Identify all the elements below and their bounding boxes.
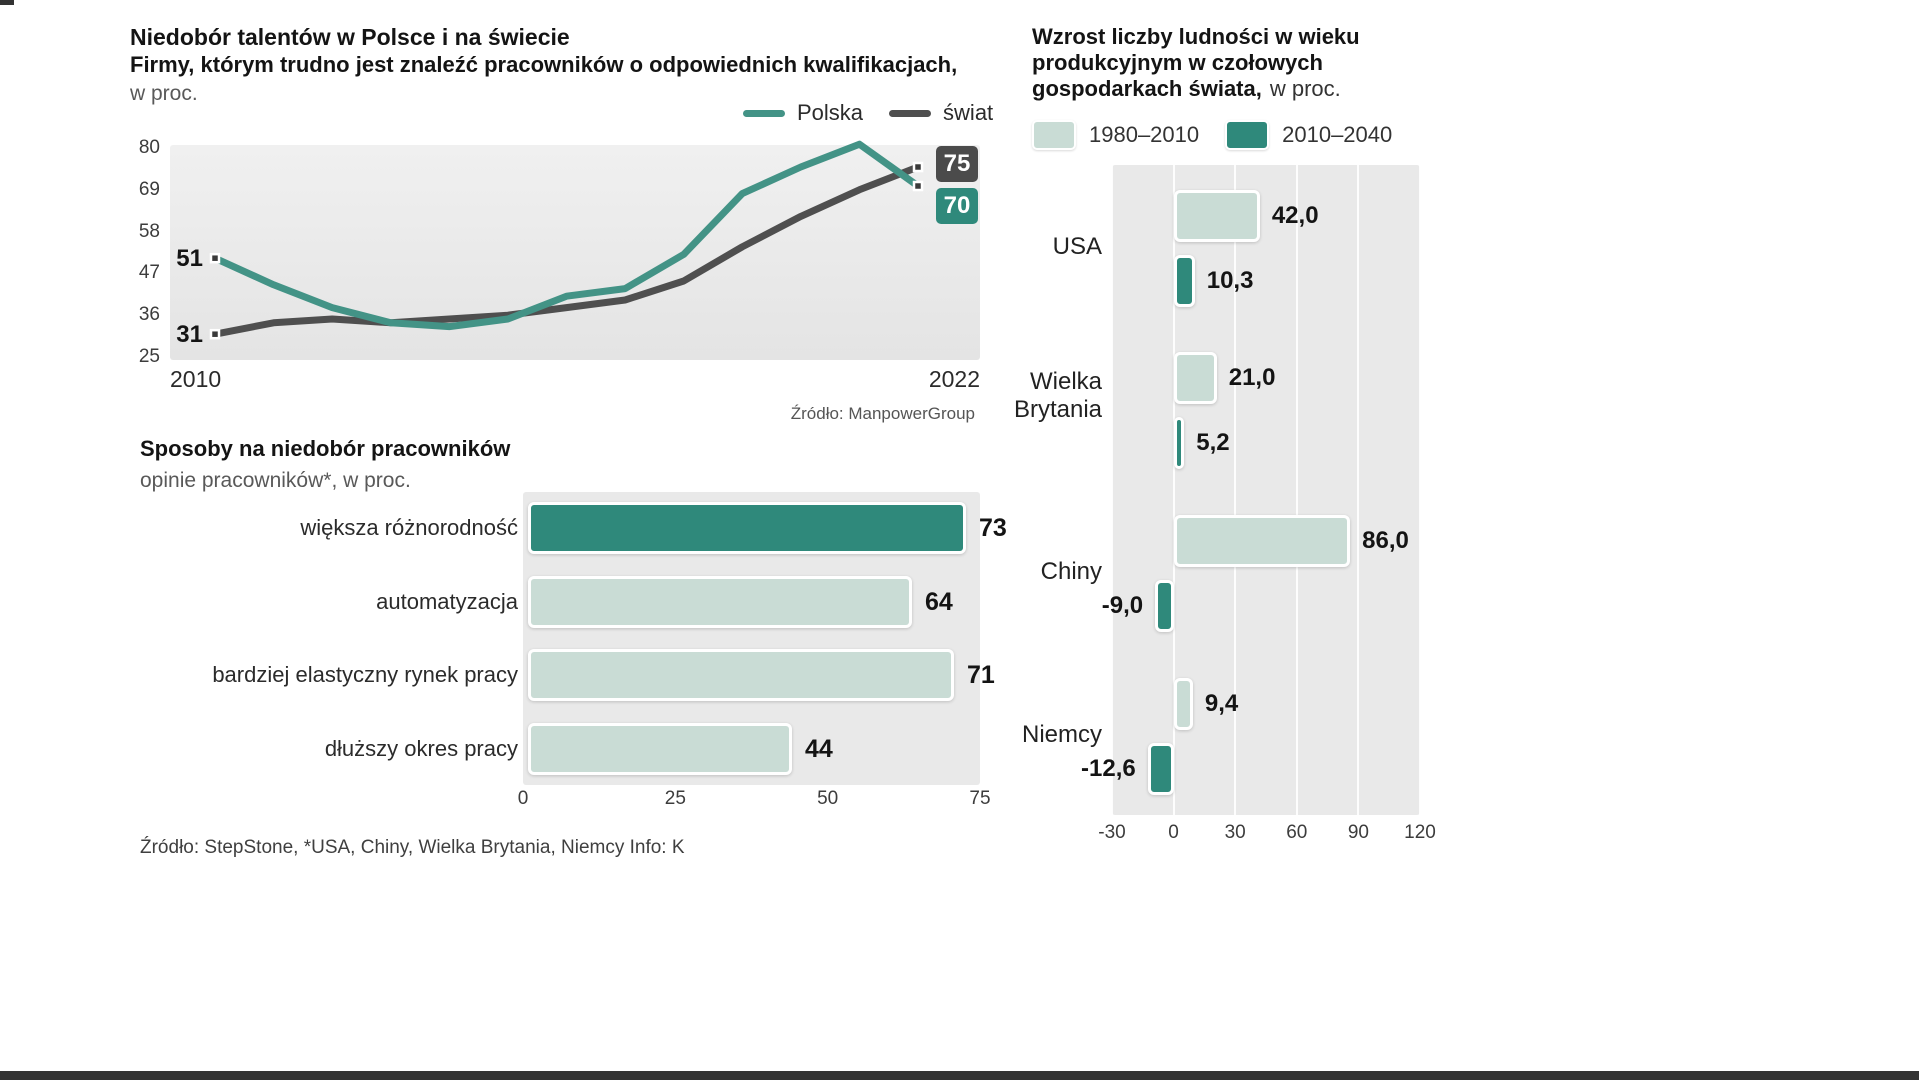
workforce-unit-label: w proc. <box>1269 76 1341 101</box>
bar-wielka-brytania-1980-2010 <box>1173 352 1217 404</box>
workforce-legend: 1980–2010 2010–2040 <box>1032 120 1392 150</box>
gridline <box>1295 165 1298 815</box>
workforce-title-line-2: produkcyjnym w czołowych <box>1032 50 1323 75</box>
x-axis-tick: 50 <box>817 788 839 809</box>
x-axis-tick: 0 <box>517 788 529 809</box>
legend-polska-label: Polska <box>797 100 864 125</box>
gridline <box>1234 165 1237 815</box>
talent-title: Niedobór talentów w Polsce i na świecie <box>130 24 570 50</box>
category-label-automatyzacja: automatyzacja <box>376 589 518 614</box>
workforce-title-line-3: gospodarkach świata, w proc. <box>1032 76 1341 102</box>
x-axis-tick: 75 <box>969 788 991 809</box>
y-axis-tick: 36 <box>138 304 160 326</box>
value-chiny-1980-2010: 86,0 <box>1362 527 1409 554</box>
remedies-source: Źródło: StepStone, *USA, Chiny, Wielka B… <box>140 837 685 858</box>
x-axis-tick: 60 <box>1286 822 1308 843</box>
country-label-chiny: Chiny <box>1040 558 1102 585</box>
bar-dluzszy-okres <box>528 723 792 775</box>
value-wielka-brytania-1980-2010: 21,0 <box>1228 364 1276 391</box>
talent-unit-label: w proc. <box>130 82 198 105</box>
x-axis-tick: 30 <box>1224 822 1246 843</box>
data-point-marker <box>209 328 221 340</box>
x-axis-tick: 0 <box>1168 822 1179 843</box>
country-label-wielka-brytania: Wielka Brytania <box>1013 368 1102 423</box>
gridline <box>1357 165 1360 815</box>
bar-elastyczny-rynek <box>528 649 954 701</box>
line-świat <box>211 163 922 338</box>
bar-wielka-brytania-2010-2040 <box>1173 417 1185 469</box>
country-label-usa: USA <box>1052 233 1102 260</box>
value-niemcy-1980-2010: 9,4 <box>1204 690 1239 717</box>
x-axis-tick: 120 <box>1404 822 1436 843</box>
value-usa-1980-2010: 42,0 <box>1271 202 1319 229</box>
legend-label-1980-2010: 1980–2010 <box>1089 122 1200 147</box>
workforce-plot-area: 42,0 10,3 21,0 5,2 86,0 -9,0 9,4 -12,6 -… <box>1081 165 1436 843</box>
bar-chiny-1980-2010 <box>1173 515 1351 567</box>
line-Polska <box>211 140 922 331</box>
workforce-title-bold: gospodarkach świata, <box>1032 76 1262 101</box>
corner-mark <box>0 0 14 5</box>
category-label-elastyczny-rynek: bardziej elastyczny rynek pracy <box>212 662 518 687</box>
value-niemcy-2010-2040: -12,6 <box>1081 755 1136 782</box>
x-axis-label-2010: 2010 <box>170 366 222 392</box>
legend-swiat-label: świat <box>943 100 994 125</box>
bar-wieksza-roznorodnosc <box>528 502 966 554</box>
gridline <box>1111 165 1113 815</box>
value-usa-2010-2040: 10,3 <box>1206 267 1254 294</box>
data-point-marker <box>912 180 924 192</box>
remedies-title: Sposoby na niedobór pracowników <box>140 436 511 461</box>
remedies-plot-area: 73 64 71 44 0 25 50 75 <box>518 492 1007 809</box>
talent-source: Źródło: ManpowerGroup <box>790 404 975 423</box>
y-axis-tick: 69 <box>138 178 160 200</box>
legend-swatch-1980-2010 <box>1032 120 1076 150</box>
x-axis-label-2022: 2022 <box>928 366 980 392</box>
bar-niemcy-1980-2010 <box>1173 678 1193 730</box>
polska-line-swatch <box>743 109 785 117</box>
bar-usa-2010-2040 <box>1173 255 1195 307</box>
bottom-divider-bar <box>0 1071 1919 1080</box>
swiat-end-value-badge: 75 <box>936 146 978 182</box>
workforce-title-line-1: Wzrost liczby ludności w wieku <box>1032 24 1360 49</box>
talent-line-svg <box>209 140 924 340</box>
data-point-marker <box>209 252 221 264</box>
category-label-dluzszy-okres: dłuższy okres pracy <box>324 736 518 761</box>
remedies-subtitle: opinie pracowników*, w proc. <box>140 469 411 492</box>
bar-chiny-2010-2040 <box>1155 580 1174 632</box>
gridline <box>1419 165 1421 815</box>
x-axis-tick: 90 <box>1347 822 1369 843</box>
bar-value: 44 <box>805 735 833 763</box>
category-label-wieksza-roznorodnosc: większa różnorodność <box>300 515 518 540</box>
x-axis-tick: 25 <box>664 788 686 809</box>
polska-start-value: 51 <box>176 245 203 272</box>
value-wielka-brytania-2010-2040: 5,2 <box>1196 429 1230 456</box>
value-chiny-2010-2040: -9,0 <box>1101 592 1144 619</box>
bar-automatyzacja <box>528 576 912 628</box>
bar-value: 73 <box>979 514 1007 542</box>
talent-plot-area: 80 69 58 47 36 25 2010 2022 51 31 <box>139 137 980 392</box>
bar-usa-1980-2010 <box>1173 190 1260 242</box>
swiat-start-value: 31 <box>176 321 203 348</box>
y-axis-tick: 25 <box>138 346 160 367</box>
x-axis-tick: -30 <box>1098 822 1126 843</box>
y-axis-tick: 58 <box>138 220 160 242</box>
talent-legend: Polska świat <box>743 100 993 126</box>
swiat-line-swatch <box>889 109 932 117</box>
y-axis-tick: 47 <box>138 262 160 284</box>
legend-label-2010-2040: 2010–2040 <box>1282 122 1393 147</box>
legend-swatch-2010-2040 <box>1225 120 1270 150</box>
country-label-niemcy: Niemcy <box>1021 721 1102 748</box>
bar-value: 64 <box>925 588 953 616</box>
talent-subtitle: Firmy, którym trudno jest znaleźć pracow… <box>130 52 958 77</box>
bar-niemcy-2010-2040 <box>1147 743 1174 795</box>
data-point-marker <box>912 161 924 173</box>
y-axis-tick: 80 <box>138 137 160 158</box>
gridline <box>1172 165 1175 815</box>
bar-value: 71 <box>967 661 995 689</box>
polska-end-value-badge: 70 <box>936 188 978 224</box>
